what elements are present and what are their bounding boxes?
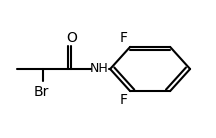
Text: F: F	[120, 31, 128, 45]
Text: F: F	[120, 93, 128, 107]
Text: NH: NH	[90, 63, 109, 75]
Text: Br: Br	[33, 85, 49, 99]
Text: O: O	[66, 31, 77, 45]
